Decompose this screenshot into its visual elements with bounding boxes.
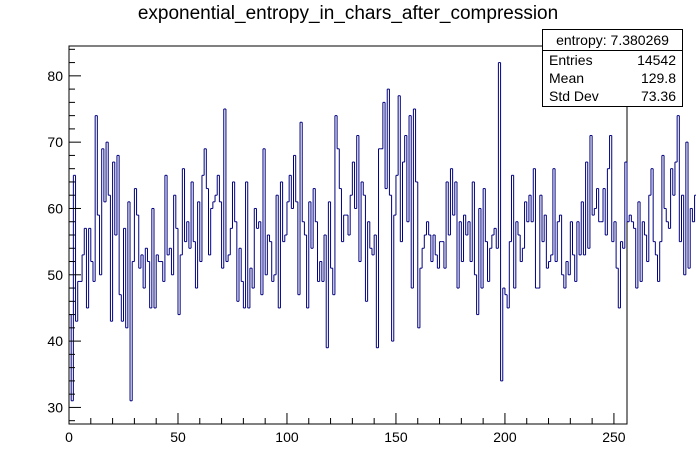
y-tick-label: 80 (47, 68, 63, 84)
x-tick-label: 50 (170, 429, 186, 445)
stats-label: Entries (549, 52, 593, 68)
x-tick-label: 250 (602, 429, 626, 445)
stats-box: entropy: 7.380269 Entries 14542 Mean 129… (542, 29, 683, 107)
chart-title: exponential_entropy_in_chars_after_compr… (137, 3, 559, 24)
stats-name: entropy: 7.380269 (543, 30, 682, 51)
stats-label: Mean (549, 70, 585, 86)
stats-value: 129.8 (640, 70, 676, 86)
x-tick-label: 100 (275, 429, 299, 445)
y-tick-label: 50 (47, 267, 63, 283)
x-axis: 0 50 100 150 200 250 (65, 413, 626, 445)
y-tick-label: 40 (47, 333, 63, 349)
stats-row-mean: Mean 129.8 (543, 69, 682, 87)
y-tick-label: 70 (47, 134, 63, 150)
x-tick-label: 200 (493, 429, 517, 445)
stats-row-entries: Entries 14542 (543, 51, 682, 69)
x-tick-label: 0 (65, 429, 73, 445)
y-tick-label: 60 (47, 200, 63, 216)
y-tick-label: 30 (47, 399, 63, 415)
stats-value: 73.36 (640, 88, 676, 104)
stats-row-stddev: Std Dev 73.36 (543, 87, 682, 105)
y-axis: 30 40 50 60 70 80 (47, 48, 81, 422)
histogram-series (69, 62, 696, 402)
stats-label: Std Dev (549, 88, 599, 104)
x-tick-label: 150 (384, 429, 408, 445)
stats-value: 14542 (637, 52, 676, 68)
